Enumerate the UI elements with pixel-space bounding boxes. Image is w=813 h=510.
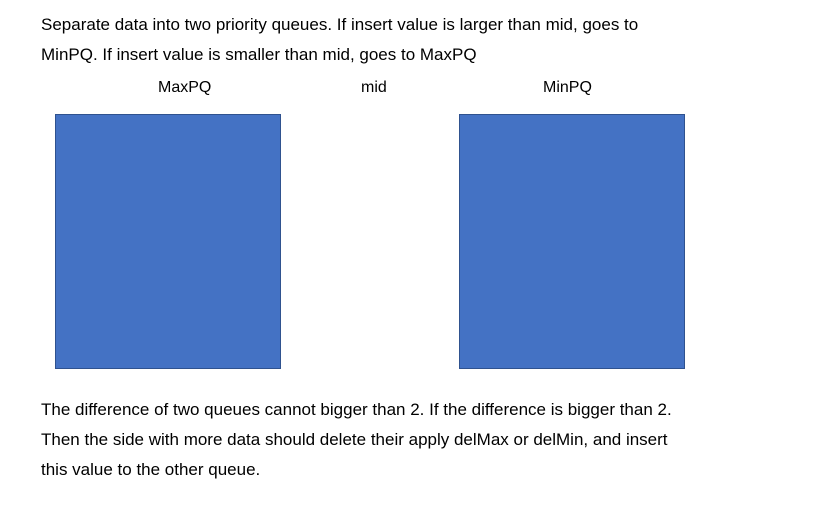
maxpq-label: MaxPQ [158, 79, 212, 96]
minpq-box [459, 114, 685, 369]
intro-text: Separate data into two priority queues. … [41, 10, 781, 70]
minpq-label: MinPQ [543, 79, 592, 96]
maxpq-box [55, 114, 281, 369]
intro-line-2: MinPQ. If insert value is smaller than m… [41, 45, 477, 64]
mid-label: mid [361, 79, 387, 96]
rule-line-2: Then the side with more data should dele… [41, 430, 668, 449]
rule-line-1: The difference of two queues cannot bigg… [41, 400, 672, 419]
rule-line-3: this value to the other queue. [41, 460, 261, 479]
rule-text: The difference of two queues cannot bigg… [41, 395, 801, 485]
intro-line-1: Separate data into two priority queues. … [41, 15, 639, 34]
